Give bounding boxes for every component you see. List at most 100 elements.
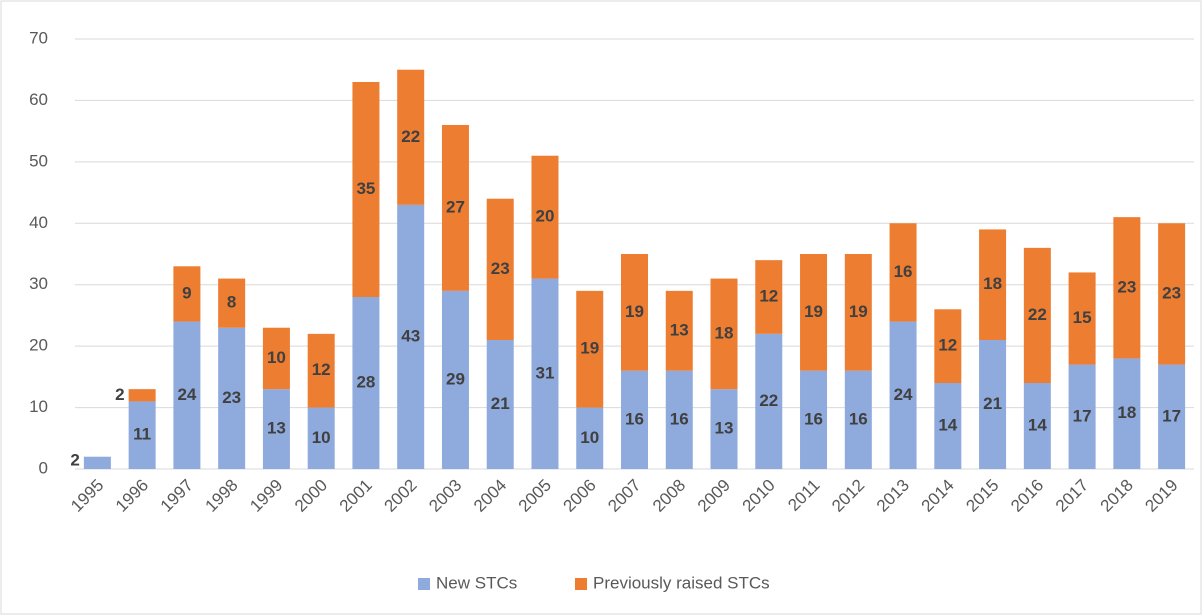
- value-label: 10: [267, 348, 286, 367]
- value-label: 16: [894, 262, 913, 281]
- value-label: 23: [491, 259, 510, 278]
- legend-swatch: [418, 578, 430, 590]
- value-label: 10: [312, 428, 331, 447]
- value-label: 2: [115, 385, 124, 404]
- bar-segment: [979, 229, 1007, 340]
- value-label: 29: [446, 369, 465, 388]
- bar-segment: [1068, 272, 1096, 365]
- bar-segment: [889, 223, 917, 322]
- value-label: 28: [356, 372, 375, 391]
- value-label: 9: [182, 283, 191, 302]
- value-label: 21: [983, 394, 1002, 413]
- value-label: 13: [715, 419, 734, 438]
- bar-segment: [531, 278, 559, 469]
- bar-segment: [844, 254, 872, 371]
- bar-segment: [397, 69, 425, 205]
- bar-segment: [1068, 364, 1096, 469]
- value-label: 13: [670, 320, 689, 339]
- legend-swatch: [575, 578, 587, 590]
- bar-segment: [1113, 358, 1141, 469]
- bar-segment: [1113, 217, 1141, 359]
- bar-segment: [621, 370, 648, 469]
- value-label: 23: [1117, 277, 1136, 296]
- bar-segment: [352, 82, 380, 297]
- value-label: 12: [759, 286, 778, 305]
- bar-segment: [665, 290, 693, 371]
- value-label: 16: [625, 409, 644, 428]
- bar-segment: [800, 254, 828, 371]
- y-tick-label: 50: [29, 151, 48, 170]
- value-label: 13: [267, 419, 286, 438]
- bar-segment: [576, 407, 604, 469]
- value-label: 21: [491, 394, 510, 413]
- legend-label: Previously raised STCs: [593, 573, 770, 592]
- y-tick-label: 40: [29, 213, 48, 232]
- value-label: 23: [222, 388, 241, 407]
- bar-segment: [218, 327, 246, 469]
- value-label: 16: [849, 409, 868, 428]
- bar-segment: [665, 370, 693, 469]
- value-label: 17: [1162, 406, 1181, 425]
- value-label: 20: [536, 207, 555, 226]
- value-label: 19: [804, 302, 823, 321]
- bar-segment: [710, 278, 738, 390]
- bar-segment: [262, 327, 290, 390]
- value-label: 11: [133, 425, 151, 444]
- bar-segment: [576, 290, 604, 408]
- value-label: 22: [1028, 305, 1047, 324]
- y-tick-label: 10: [29, 397, 48, 416]
- value-label: 18: [715, 323, 734, 342]
- value-label: 2: [70, 450, 79, 469]
- bar-segment: [755, 260, 783, 334]
- legend-label: New STCs: [436, 573, 517, 592]
- value-label: 31: [536, 363, 555, 382]
- bar-segment: [800, 370, 828, 469]
- bar-segment: [307, 407, 335, 469]
- bar-segment: [486, 340, 514, 469]
- bar-segment: [755, 333, 783, 469]
- bar-segment: [979, 340, 1007, 469]
- bar-segment: [173, 266, 201, 322]
- value-label: 43: [401, 326, 420, 345]
- value-label: 19: [625, 302, 644, 321]
- value-label: 15: [1073, 308, 1092, 327]
- bar-segment: [397, 204, 425, 469]
- bar-segment: [1158, 364, 1186, 469]
- bar-segment: [307, 333, 335, 408]
- bar-segment: [844, 370, 872, 469]
- value-label: 24: [894, 385, 913, 404]
- y-tick-label: 20: [29, 336, 48, 355]
- bar-segment: [441, 290, 469, 469]
- value-label: 17: [1073, 406, 1092, 425]
- value-label: 18: [983, 274, 1002, 293]
- value-label: 23: [1162, 283, 1181, 302]
- value-label: 22: [759, 391, 778, 410]
- value-label: 10: [580, 428, 599, 447]
- bar-segment: [934, 309, 962, 383]
- bar-segment: [83, 456, 111, 469]
- bar-segment: [352, 297, 380, 469]
- bar-segment: [218, 278, 246, 328]
- y-tick-label: 60: [29, 90, 48, 109]
- bar-segment: [128, 389, 156, 402]
- value-label: 8: [227, 293, 236, 312]
- value-label: 22: [401, 127, 420, 146]
- value-label: 35: [356, 179, 375, 198]
- value-label: 18: [1117, 403, 1136, 422]
- bar-segment: [1023, 247, 1051, 383]
- bar-segment: [262, 389, 290, 469]
- bar-segment: [889, 321, 917, 469]
- bar-segment: [621, 254, 648, 371]
- value-label: 12: [938, 336, 957, 355]
- bar-segment: [1023, 383, 1051, 469]
- bar-segment: [1158, 223, 1186, 365]
- value-label: 14: [938, 415, 957, 434]
- bar-segment: [173, 321, 201, 469]
- bar-segment: [441, 125, 469, 291]
- value-label: 16: [670, 409, 689, 428]
- y-tick-label: 30: [29, 274, 48, 293]
- value-label: 19: [849, 302, 868, 321]
- value-label: 16: [804, 409, 823, 428]
- value-label: 14: [1028, 415, 1047, 434]
